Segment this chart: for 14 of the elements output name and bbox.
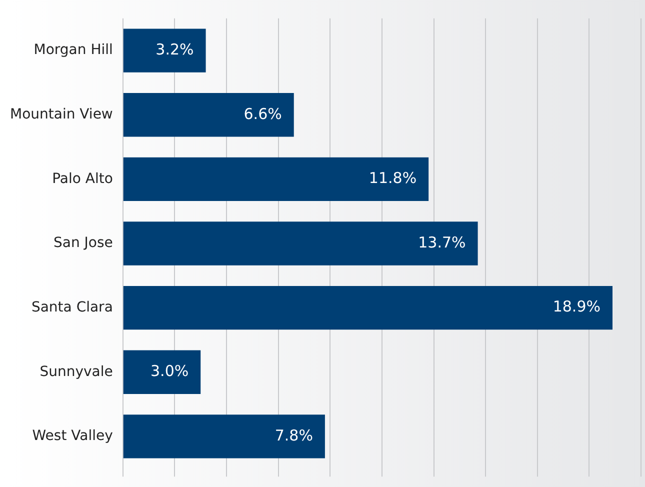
data-label: 18.9%: [552, 298, 601, 316]
y-tick-label: Morgan Hill: [34, 42, 113, 58]
y-tick-label: Palo Alto: [52, 170, 113, 187]
data-label: 7.8%: [274, 426, 313, 444]
data-label: 3.2%: [156, 40, 194, 58]
data-label: 11.8%: [368, 169, 417, 188]
y-tick-label: Mountain View: [10, 106, 113, 123]
y-tick-label: West Valley: [32, 428, 113, 444]
y-tick-label: Santa Clara: [31, 299, 113, 316]
y-tick-label: San Jose: [54, 235, 113, 252]
data-label: 6.6%: [244, 104, 282, 123]
y-tick-label: Sunnyvale: [40, 364, 113, 380]
data-label: 3.0%: [150, 362, 189, 380]
data-label: 13.7%: [418, 233, 466, 252]
